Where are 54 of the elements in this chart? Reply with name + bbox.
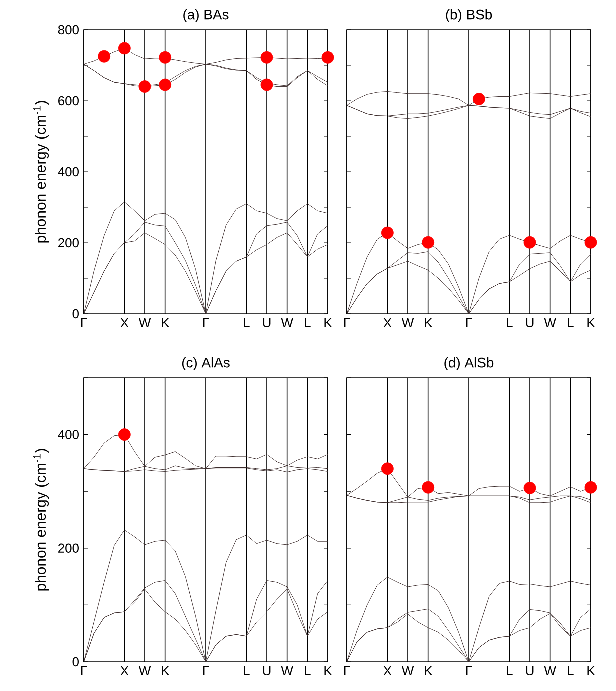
x-tick-label: Γ [81,666,88,676]
y-axis-title: phonon energy (cm$^{-1}$) [34,101,50,243]
x-tick-label: Γ [344,318,350,328]
y-tick-label: 600 [58,96,79,106]
y-tick-label: 800 [58,25,79,35]
x-tick-label: X [120,666,129,676]
x-tick-label: L [507,666,513,676]
x-tick-label: Γ [466,666,472,676]
x-tick-label: W [544,318,556,328]
x-tick-label: X [384,666,392,676]
x-tick-label: K [324,318,332,328]
x-tick-label: U [263,318,271,328]
x-tick-label: L [305,318,311,328]
x-tick-label: U [263,666,271,676]
x-tick-label: L [305,666,311,676]
x-tick-label: Γ [344,666,350,676]
chart-title: (c) AlAs [182,358,230,371]
x-tick-label: W [138,666,152,676]
x-tick-label: X [384,318,392,328]
x-tick-label: U [526,318,534,328]
x-tick-label: Γ [203,666,210,676]
x-tick-label: W [281,318,294,328]
x-tick-label: K [588,666,596,676]
y-tick-label: 400 [58,167,79,177]
x-tick-label: W [402,318,414,328]
x-tick-label: K [588,318,596,328]
y-tick-label: 400 [58,430,79,440]
x-tick-label: K [425,318,433,328]
x-tick-label: Γ [203,318,210,328]
x-tick-label: L [244,666,250,676]
x-tick-label: W [544,666,556,676]
x-tick-label: L [568,318,574,328]
x-tick-label: K [162,318,170,328]
x-tick-label: Γ [466,318,472,328]
x-tick-label: X [120,318,129,328]
x-tick-label: W [138,318,152,328]
x-tick-label: W [402,666,414,676]
x-tick-label: L [244,318,250,328]
x-tick-label: L [507,318,513,328]
x-tick-label: W [281,666,294,676]
y-tick-label: 0 [72,309,79,319]
chart-title: (a) BAs [184,10,229,22]
chart-title: (d) AlSb [444,358,494,371]
y-tick-label: 200 [58,544,79,553]
x-tick-label: K [162,666,170,676]
x-tick-label: L [568,666,574,676]
x-tick-label: Γ [81,318,88,328]
x-tick-label: U [526,666,534,676]
y-tick-label: 0 [72,657,79,667]
y-tick-label: 200 [58,238,79,248]
x-tick-label: K [324,666,332,676]
chart-title: (b) BSb [446,10,492,22]
x-tick-label: K [425,666,433,676]
y-axis-title: phonon energy (cm$^{-1}$) [34,449,50,591]
